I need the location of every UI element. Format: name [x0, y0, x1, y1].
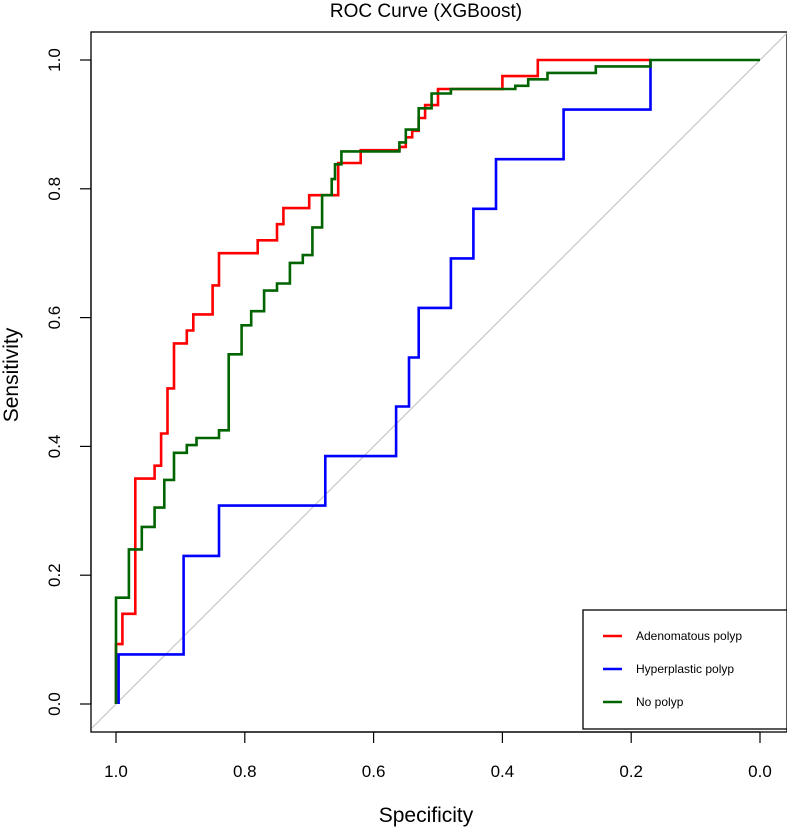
legend: Adenomatous polyp Hyperplastic polyp No po…: [582, 609, 787, 730]
series-line-no-polyp: [114, 58, 760, 704]
legend-label: Hyperplastic polyp: [636, 662, 734, 676]
legend-label: Adenomatous polyp: [636, 629, 742, 643]
series-layer: [114, 58, 760, 704]
y-axis-title: Sensitivity: [0, 327, 23, 422]
reference-line: [91, 32, 787, 729]
x-tick-label: 0.0: [748, 762, 772, 781]
y-tick-label: 0.8: [45, 177, 64, 201]
x-tick-label: 0.6: [362, 762, 386, 781]
x-tick-label: 0.8: [233, 762, 257, 781]
x-axis: 1.0 0.8 0.6 0.4 0.2 0.0: [104, 731, 772, 781]
y-axis: 0.0 0.2 0.4 0.6 0.8 1.0: [45, 48, 92, 716]
y-tick-label: 0.6: [45, 306, 64, 330]
series-line-hyperplastic-polyp: [117, 60, 652, 704]
y-tick-label: 0.2: [45, 563, 64, 587]
x-tick-label: 1.0: [104, 762, 128, 781]
x-tick-label: 0.2: [619, 762, 643, 781]
legend-label: No polyp: [636, 695, 684, 709]
y-tick-label: 0.4: [45, 435, 64, 459]
reference-diagonal: [91, 32, 787, 729]
y-tick-label: 1.0: [45, 48, 64, 72]
x-tick-label: 0.4: [491, 762, 515, 781]
y-tick-label: 0.0: [45, 692, 64, 716]
series-line-adenomatous-polyp: [114, 58, 651, 704]
x-axis-title: Specificity: [379, 804, 474, 827]
chart-title: ROC Curve (XGBoost): [330, 1, 522, 22]
